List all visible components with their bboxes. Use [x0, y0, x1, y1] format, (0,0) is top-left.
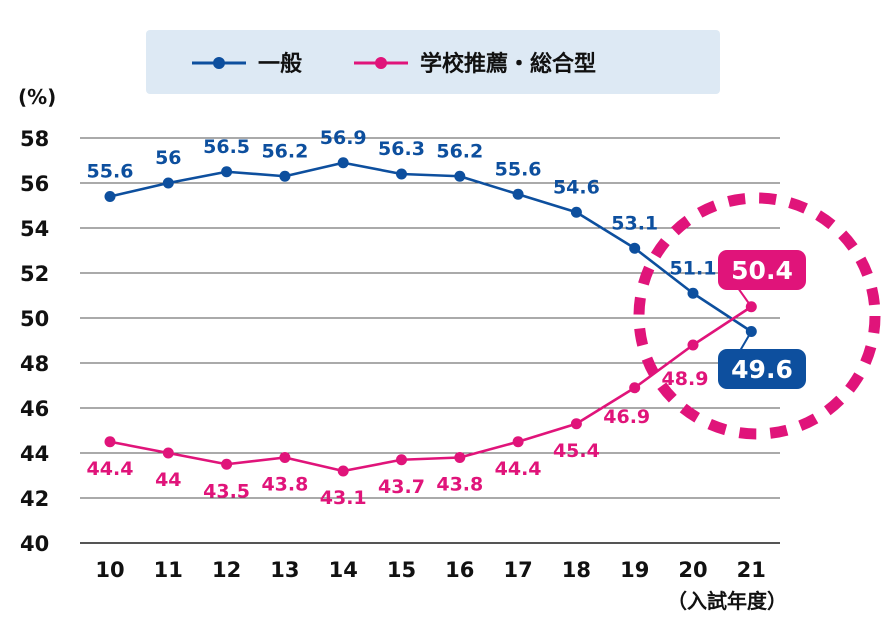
- data-point: [279, 170, 291, 182]
- legend-marker-series-1: [375, 57, 387, 69]
- data-label: 46.9: [603, 406, 650, 428]
- data-point: [629, 242, 641, 254]
- data-label: 48.9: [662, 368, 709, 390]
- highlight-circle: [633, 192, 881, 440]
- data-label: 43.8: [436, 474, 483, 496]
- callout-box: [718, 349, 806, 389]
- y-axis-unit: (%): [18, 85, 56, 109]
- data-point: [512, 188, 524, 200]
- data-point: [454, 170, 466, 182]
- callout-box: [718, 250, 806, 290]
- y-tick-label: 40: [20, 532, 49, 556]
- legend-item-series-0: 一般: [192, 51, 302, 77]
- x-tick-label: 16: [445, 558, 474, 582]
- legend: 一般 学校推薦・総合型: [146, 30, 720, 94]
- legend-marker-series-0: [213, 57, 225, 69]
- data-point: [512, 436, 524, 448]
- data-label: 43.7: [378, 476, 425, 498]
- data-point: [104, 191, 116, 202]
- legend-label-series-0: 一般: [258, 51, 302, 77]
- data-point: [221, 166, 233, 178]
- x-axis-title: （入試年度）: [667, 589, 787, 613]
- data-label: 56.2: [436, 140, 483, 162]
- x-tick-label: 17: [503, 558, 532, 582]
- legend-item-series-1: 学校推薦・総合型: [354, 51, 596, 77]
- data-point: [162, 177, 174, 189]
- y-tick-label: 52: [20, 262, 49, 286]
- data-point: [687, 287, 699, 299]
- series-layer: [104, 157, 757, 477]
- data-label: 43.8: [261, 474, 308, 496]
- data-label: 53.1: [611, 212, 658, 234]
- gridlines: [80, 137, 780, 544]
- callout-pointer: [736, 286, 753, 308]
- y-tick-label: 44: [20, 442, 49, 466]
- y-tick-label: 58: [20, 127, 49, 151]
- data-label: 50.4: [731, 256, 793, 285]
- data-label: 44: [155, 469, 181, 491]
- series-line-0: [109, 161, 753, 333]
- data-point: [454, 452, 466, 463]
- data-label: 56: [155, 147, 181, 169]
- data-label: 43.1: [320, 487, 367, 509]
- data-labels: 55.6 56 56.5 56.2 56.9 56.3 56.2 55.6 54.6 53.1 51…: [87, 127, 806, 509]
- data-point: [337, 465, 349, 477]
- y-tick-label: 56: [20, 172, 49, 196]
- data-label: 43.5: [203, 480, 250, 502]
- data-point: [629, 382, 641, 394]
- y-tick-label: 54: [20, 217, 49, 241]
- y-axis-ticks: 40 42 44 46 48 50 52 54 56 58: [20, 127, 49, 556]
- data-label: 44.4: [495, 458, 542, 480]
- x-tick-label: 21: [737, 558, 766, 582]
- legend-box: [146, 30, 720, 94]
- data-label: 55.6: [495, 158, 542, 180]
- data-point: [162, 447, 174, 459]
- data-label: 56.2: [261, 140, 308, 162]
- data-point: [687, 339, 699, 351]
- data-label: 51.1: [670, 257, 717, 279]
- legend-label-series-1: 学校推薦・総合型: [420, 51, 596, 77]
- series-line-1: [109, 305, 753, 473]
- data-label: 54.6: [553, 176, 600, 198]
- x-tick-label: 11: [154, 558, 183, 582]
- x-tick-label: 13: [270, 558, 299, 582]
- data-point: [396, 168, 407, 180]
- callout-pointer: [738, 330, 753, 353]
- x-tick-label: 18: [562, 558, 591, 582]
- data-point: [337, 157, 349, 169]
- data-point: [279, 452, 291, 463]
- x-tick-label: 19: [620, 558, 649, 582]
- data-label: 45.4: [553, 440, 600, 462]
- data-label: 56.5: [203, 136, 250, 158]
- data-point: [221, 458, 233, 470]
- y-tick-label: 42: [20, 487, 49, 511]
- data-point: [570, 418, 582, 430]
- y-tick-label: 46: [20, 397, 49, 421]
- x-tick-label: 15: [387, 558, 416, 582]
- x-tick-label: 14: [329, 558, 358, 582]
- x-tick-label: 20: [678, 558, 707, 582]
- data-label: 49.6: [731, 355, 793, 384]
- data-label: 56.9: [320, 127, 367, 149]
- y-tick-label: 50: [20, 307, 49, 331]
- data-point: [396, 454, 407, 466]
- x-tick-label: 10: [95, 558, 124, 582]
- data-label: 55.6: [87, 161, 134, 183]
- y-tick-label: 48: [20, 352, 49, 376]
- data-point: [104, 436, 116, 448]
- data-point: [570, 206, 582, 218]
- data-label: 44.4: [87, 458, 134, 480]
- x-axis-ticks: 10 11 12 13 14 15 16 17 18 19 20 21: [95, 558, 766, 582]
- data-label: 56.3: [378, 138, 425, 160]
- x-tick-label: 12: [212, 558, 241, 582]
